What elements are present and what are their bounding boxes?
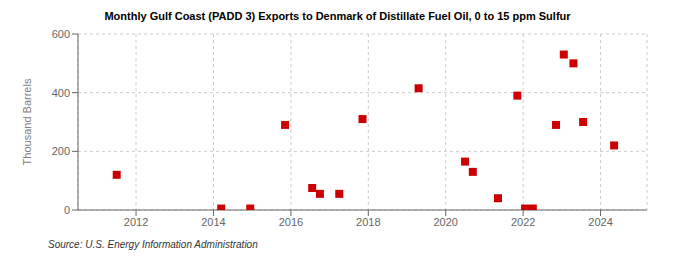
svg-text:600: 600 [52,28,70,40]
svg-text:2024: 2024 [588,216,612,228]
svg-text:2014: 2014 [201,216,225,228]
html-text:Source: U.S. Energy Informatio: Source: U.S. Energy Information Administ… [48,239,258,250]
svg-text:2022: 2022 [511,216,535,228]
svg-text:2020: 2020 [433,216,457,228]
svg-text:200: 200 [52,145,70,157]
svg-text:2018: 2018 [356,216,380,228]
svg-text:400: 400 [52,87,70,99]
svg-text:2016: 2016 [279,216,303,228]
svg-text:0: 0 [64,204,70,216]
svg-text:2012: 2012 [124,216,148,228]
html-text:Monthly Gulf Coast (PADD 3) Ex: Monthly Gulf Coast (PADD 3) Exports to D… [104,10,571,22]
svg-text:Thousand Barrels: Thousand Barrels [21,78,33,165]
